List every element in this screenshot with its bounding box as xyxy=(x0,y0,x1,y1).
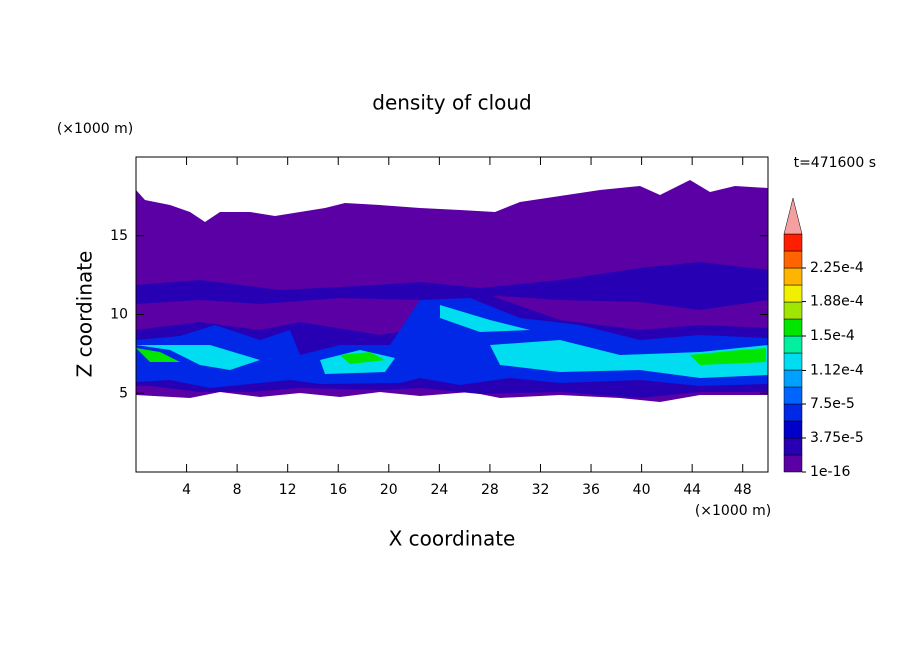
x-tick-label: 40 xyxy=(633,482,651,498)
colorbar-tick-label: 2.25e-4 xyxy=(810,260,864,276)
annotation: t=471600 s xyxy=(794,155,876,171)
colorbar-box xyxy=(783,454,803,473)
y-unit: (×1000 m) xyxy=(57,121,133,137)
colorbar-extend xyxy=(783,197,803,235)
x-tick-label: 24 xyxy=(430,482,448,498)
colorbar-tick-label: 1.12e-4 xyxy=(810,362,864,378)
colorbar-tick-label: 3.75e-5 xyxy=(810,430,864,446)
x-tick-label: 12 xyxy=(279,482,297,498)
x-tick-label: 20 xyxy=(380,482,398,498)
x-tick-label: 44 xyxy=(683,482,701,498)
y-tick-label: 15 xyxy=(110,228,128,244)
colorbar-tick-label: 1e-16 xyxy=(810,464,850,480)
x-tick-label: 48 xyxy=(734,482,752,498)
colorbar-box xyxy=(783,335,803,354)
contour-region xyxy=(136,348,766,365)
colorbar-box xyxy=(783,318,803,337)
chart-title: density of cloud xyxy=(372,91,531,115)
x-tick-label: 36 xyxy=(582,482,600,498)
x-tick-label: 8 xyxy=(233,482,242,498)
y-tick-label: 5 xyxy=(119,385,128,401)
colorbar-box xyxy=(783,233,803,252)
colorbar-tick-label: 1.88e-4 xyxy=(810,294,864,310)
colorbar-box xyxy=(783,284,803,303)
y-axis-title: Z coordinate xyxy=(73,251,97,378)
colorbar-box xyxy=(783,369,803,388)
x-tick-label: 16 xyxy=(329,482,347,498)
colorbar-box xyxy=(783,420,803,439)
colorbar-box xyxy=(783,267,803,286)
x-tick-label: 4 xyxy=(182,482,191,498)
colorbar-tick-label: 7.5e-5 xyxy=(810,396,855,412)
colorbar-box xyxy=(783,437,803,456)
colorbar-box xyxy=(783,386,803,405)
colorbar-box xyxy=(783,352,803,371)
colorbar-box xyxy=(783,250,803,269)
x-tick-label: 32 xyxy=(532,482,550,498)
contour-field xyxy=(136,180,768,402)
x-tick-label: 28 xyxy=(481,482,499,498)
y-tick-label: 10 xyxy=(110,307,128,323)
x-unit: (×1000 m) xyxy=(695,503,771,519)
colorbar-tick-label: 1.5e-4 xyxy=(810,328,855,344)
x-axis-title: X coordinate xyxy=(389,527,516,551)
colorbar-box xyxy=(783,403,803,422)
contour-region xyxy=(136,305,768,378)
colorbar-box xyxy=(783,301,803,320)
